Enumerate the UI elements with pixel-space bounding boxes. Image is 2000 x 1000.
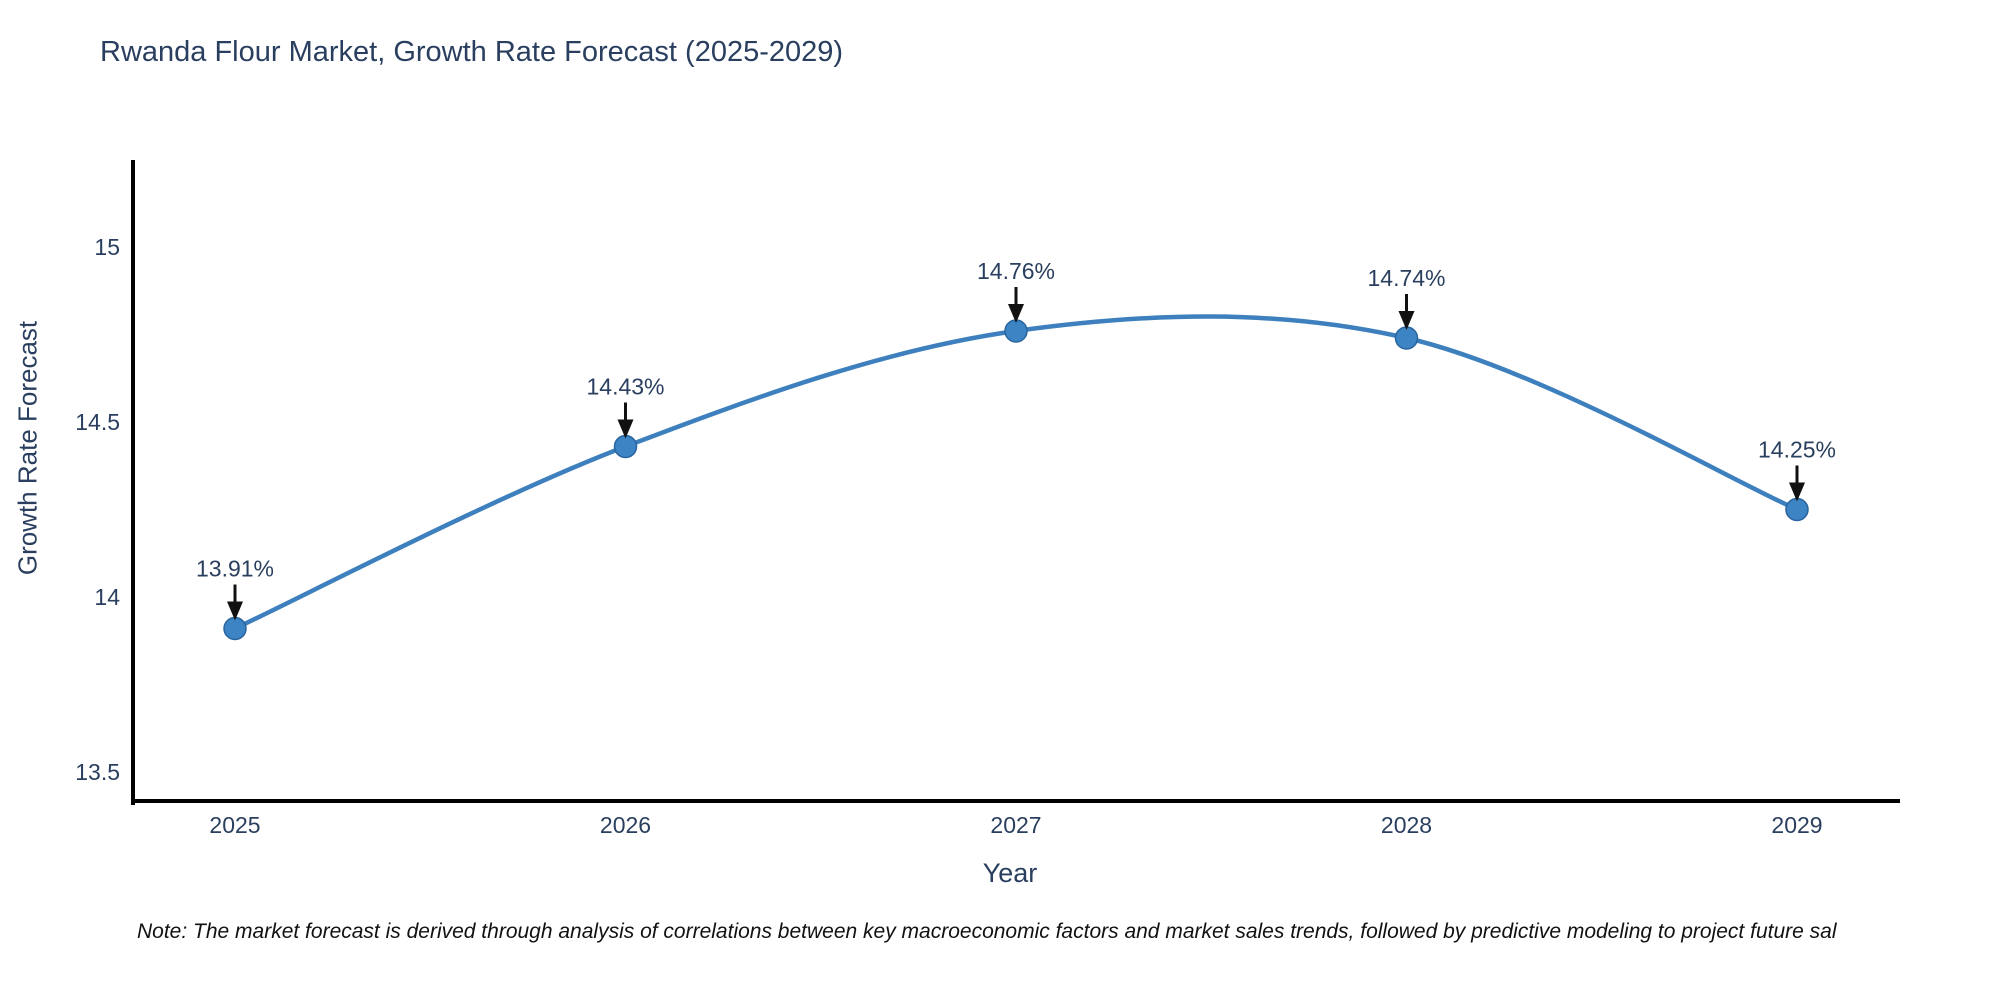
x-tick-label: 2026: [600, 812, 651, 838]
point-value-label: 14.74%: [1367, 265, 1445, 291]
x-tick-label: 2028: [1381, 812, 1432, 838]
x-axis-tick-labels: 2025 2026 2027 2028 2029: [209, 812, 1822, 838]
annotation-arrowhead-icon: [1008, 304, 1024, 323]
data-point-marker[interactable]: [1785, 497, 1809, 522]
x-axis-title: Year: [982, 858, 1038, 888]
y-tick-label: 13.5: [75, 759, 120, 785]
data-point-marker[interactable]: [1004, 319, 1028, 343]
data-point-marker[interactable]: [223, 616, 247, 641]
x-tick-label: 2029: [1771, 812, 1822, 838]
data-point-marker[interactable]: [613, 434, 638, 459]
point-value-label: 14.76%: [977, 258, 1055, 284]
axes: [131, 160, 1900, 805]
annotation-arrowhead-icon: [1398, 311, 1415, 330]
footnote: Note: The market forecast is derived thr…: [137, 920, 1837, 943]
series-growth-rate-forecast: [223, 314, 1809, 641]
y-tick-label: 15: [94, 234, 120, 260]
y-tick-label: 14.5: [75, 409, 120, 435]
chart-title: Rwanda Flour Market, Growth Rate Forecas…: [100, 36, 844, 68]
annotation-arrowhead-icon: [1789, 482, 1805, 502]
point-value-label: 14.25%: [1758, 437, 1836, 463]
growth-line: [232, 314, 1800, 631]
point-value-label: 13.91%: [196, 556, 274, 582]
data-point-marker[interactable]: [1394, 326, 1419, 350]
point-value-label: 14.43%: [586, 374, 664, 400]
y-tick-label: 14: [94, 584, 120, 610]
x-tick-label: 2027: [990, 812, 1041, 838]
x-tick-label: 2025: [209, 812, 260, 838]
annotation-arrowhead-icon: [617, 419, 634, 439]
annotation-arrowhead-icon: [227, 601, 243, 621]
point-annotations: 13.91% 14.43% 14.76% 14.74% 14.25%: [196, 258, 1836, 621]
y-axis-tick-labels: 15 14.5 14 13.5: [75, 234, 120, 785]
